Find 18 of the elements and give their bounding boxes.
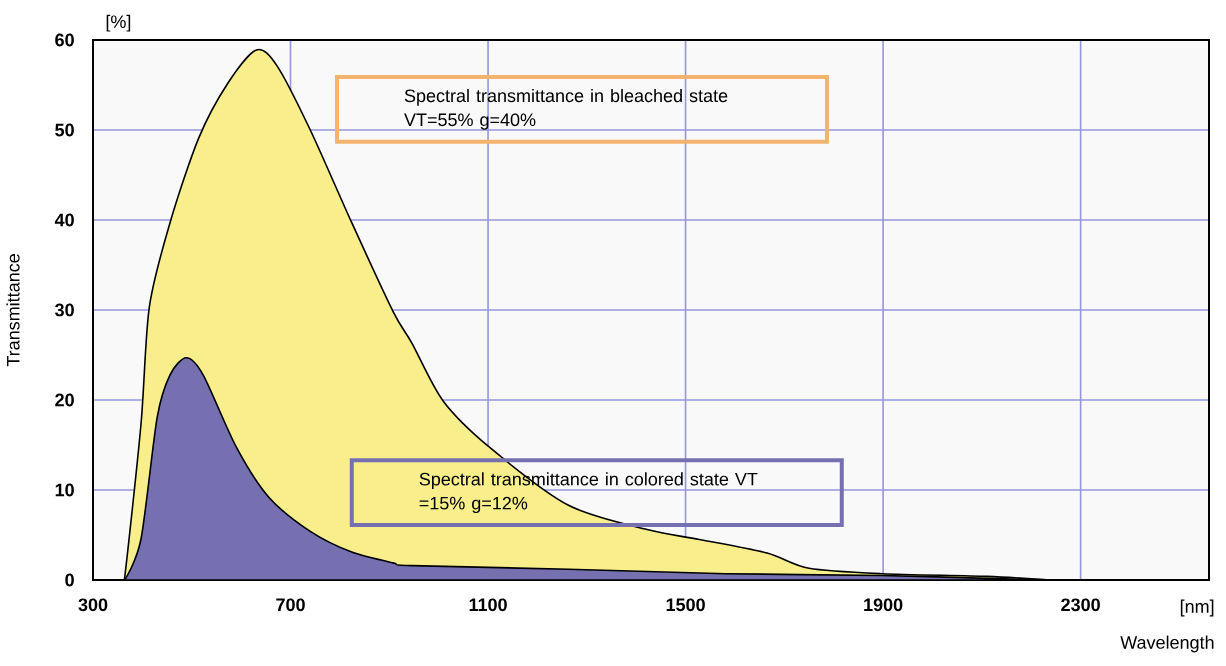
y-tick-label: 0 (65, 573, 74, 587)
x-tick-label: 1500 (666, 598, 705, 612)
y-tick-label: 40 (54, 213, 74, 227)
text: [%] (106, 14, 131, 32)
y-axis-title: Transmittance (6, 254, 20, 367)
y-tick-label: 20 (55, 393, 74, 407)
y-tick-label: 60 (55, 33, 74, 47)
y-tick-label: 10 (55, 483, 74, 497)
annotation: Spectral transmittance in bleached state VT=55% g=40% (404, 88, 728, 130)
x-tick-label: 2300 (1061, 598, 1100, 612)
x-tick-label: 1900 (864, 598, 903, 612)
x-tick-label: 1100 (469, 598, 507, 612)
y-tick-label: 50 (55, 123, 74, 137)
x-tick-label: 700 (276, 598, 305, 612)
text: [nm] (1180, 599, 1214, 617)
x-axis-title: Wavelength (1120, 635, 1214, 653)
x-tick-label: 300 (78, 598, 108, 612)
y-tick-label: 30 (54, 303, 74, 317)
